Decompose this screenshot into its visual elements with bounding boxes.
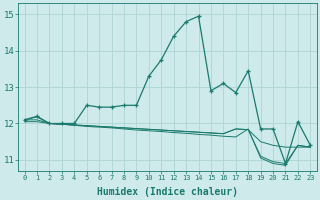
X-axis label: Humidex (Indice chaleur): Humidex (Indice chaleur) [97,186,238,197]
